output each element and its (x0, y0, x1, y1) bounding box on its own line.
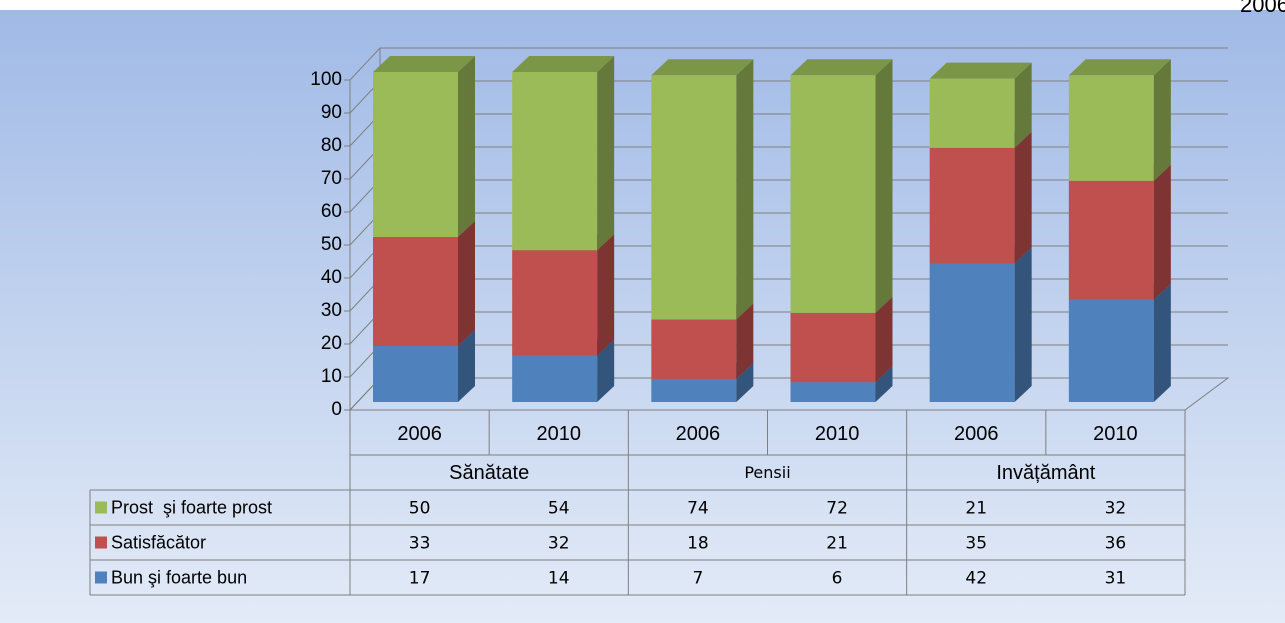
bar-side (1153, 164, 1171, 300)
bar-top (373, 56, 475, 72)
bar-side (875, 59, 893, 313)
table-value: 21 (965, 499, 987, 519)
bar-front (651, 378, 737, 402)
bar-front (1068, 180, 1154, 300)
bar-side (875, 296, 893, 383)
bar-top (929, 62, 1032, 79)
bar-front (1068, 299, 1154, 402)
grid-line (349, 47, 1228, 81)
bar-front (790, 312, 876, 383)
bar-front (1068, 75, 1154, 181)
table-value: 17 (409, 569, 431, 589)
table-value: 50 (409, 499, 431, 519)
legend-label: Bun şi foarte bun (111, 567, 247, 587)
table-value: 36 (1105, 534, 1127, 554)
y-tick-label: 0 (331, 399, 342, 420)
bar-side (1153, 283, 1171, 402)
table-value: 21 (826, 534, 848, 554)
bar-side (597, 234, 615, 356)
table-value: 42 (965, 569, 987, 589)
bar-top (512, 56, 615, 72)
bar-front (790, 382, 876, 402)
y-tick-label: 40 (321, 267, 342, 288)
y-tick-label: 60 (321, 201, 342, 222)
bar-side (1014, 131, 1032, 264)
bar-side (597, 56, 615, 251)
group-label: Invățământ (996, 462, 1095, 484)
top-band (0, 0, 1285, 10)
y-tick-label: 30 (321, 300, 342, 321)
bar-front (512, 250, 598, 356)
bar-side (736, 362, 754, 402)
y-tick-label: 80 (321, 135, 342, 156)
y-tick-label: 20 (321, 333, 342, 354)
bar-front (651, 319, 737, 379)
legend-swatch (95, 501, 107, 514)
bar-side (458, 221, 475, 346)
table-value: 54 (548, 499, 570, 519)
bar-side (1153, 59, 1171, 181)
group-label: Pensii (744, 463, 790, 482)
table-value: 32 (548, 534, 570, 554)
bar-front (929, 263, 1015, 402)
bar-front (373, 237, 458, 346)
bar-side (1014, 247, 1032, 402)
bar-side (1014, 62, 1032, 148)
bar-front (790, 75, 876, 313)
x-tick-label: 2006 (397, 423, 442, 445)
y-tick-label: 70 (321, 168, 342, 189)
bar-front (929, 147, 1015, 264)
legend-label: Satisfăcător (111, 532, 206, 552)
group-label: Sănătate (449, 462, 529, 484)
table-value: 72 (826, 499, 848, 519)
bar-side (875, 366, 893, 402)
table-value: 7 (693, 569, 704, 589)
x-tick-label: 2006 (954, 423, 999, 445)
bar-front (373, 345, 458, 402)
table-value: 32 (1105, 499, 1127, 519)
bar-side (458, 56, 475, 237)
y-tick-label: 100 (310, 69, 342, 90)
bar-top (790, 59, 893, 76)
bar-front (512, 72, 598, 251)
table-value: 14 (548, 569, 570, 589)
x-tick-label: 2010 (815, 423, 860, 445)
table-value: 33 (409, 534, 431, 554)
bar-front (373, 72, 458, 237)
table-value: 18 (687, 534, 709, 554)
x-tick-label: 2010 (1093, 423, 1138, 445)
bar-front (512, 355, 598, 402)
bar-top (651, 59, 754, 76)
bar-side (736, 303, 754, 379)
bar-top (1068, 59, 1171, 76)
table-value: 6 (832, 569, 843, 589)
table-value: 31 (1105, 569, 1127, 589)
table-value: 74 (687, 499, 709, 519)
legend-swatch (95, 571, 107, 584)
y-tick-label: 90 (321, 102, 342, 123)
bar-side (597, 339, 615, 402)
y-tick-label: 50 (321, 234, 342, 255)
chart-title: 2006-2010 (1240, 0, 1285, 17)
table-value: 35 (965, 534, 987, 554)
legend-swatch (95, 536, 107, 549)
bar-front (929, 78, 1015, 148)
y-tick-label: 10 (321, 366, 342, 387)
bar-side (458, 329, 475, 402)
bar-side (736, 59, 754, 320)
bar-front (651, 75, 737, 320)
x-tick-label: 2006 (676, 423, 721, 445)
legend-label: Prost şi foarte prost (111, 497, 272, 517)
x-tick-label: 2010 (537, 423, 582, 445)
